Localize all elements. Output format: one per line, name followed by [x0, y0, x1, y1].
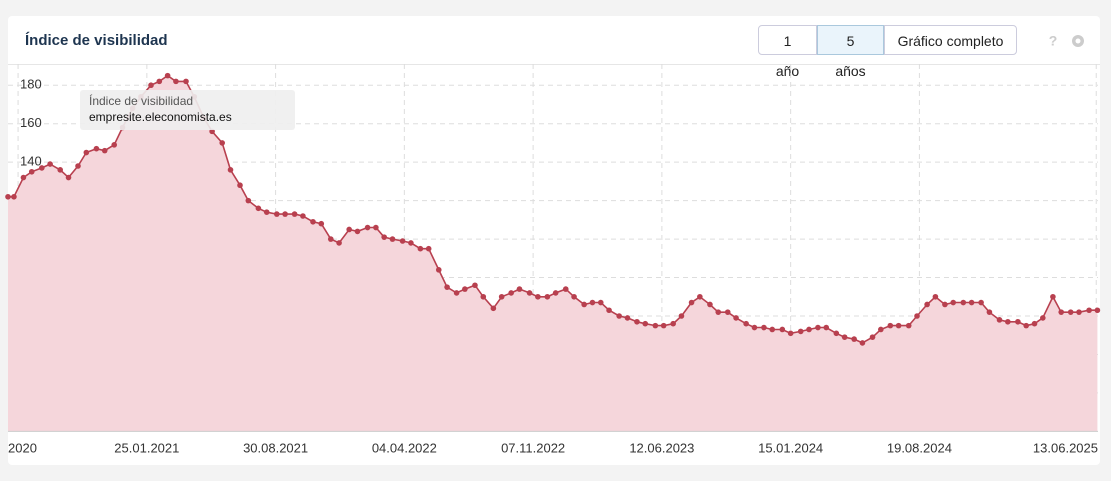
help-icon[interactable]: ?: [1049, 33, 1058, 49]
card-title: Índice de visibilidad: [25, 32, 168, 49]
range-button[interactable]: Gráfico completo: [884, 25, 1017, 55]
card: Índice de visibilidad ?: [8, 16, 1100, 465]
settings-icon-hole: [1075, 38, 1081, 44]
header-divider: [8, 64, 1100, 65]
range-button[interactable]: 1 año: [758, 25, 817, 79]
range-button[interactable]: 5 años: [817, 25, 884, 79]
icons: ?: [1049, 33, 1084, 49]
